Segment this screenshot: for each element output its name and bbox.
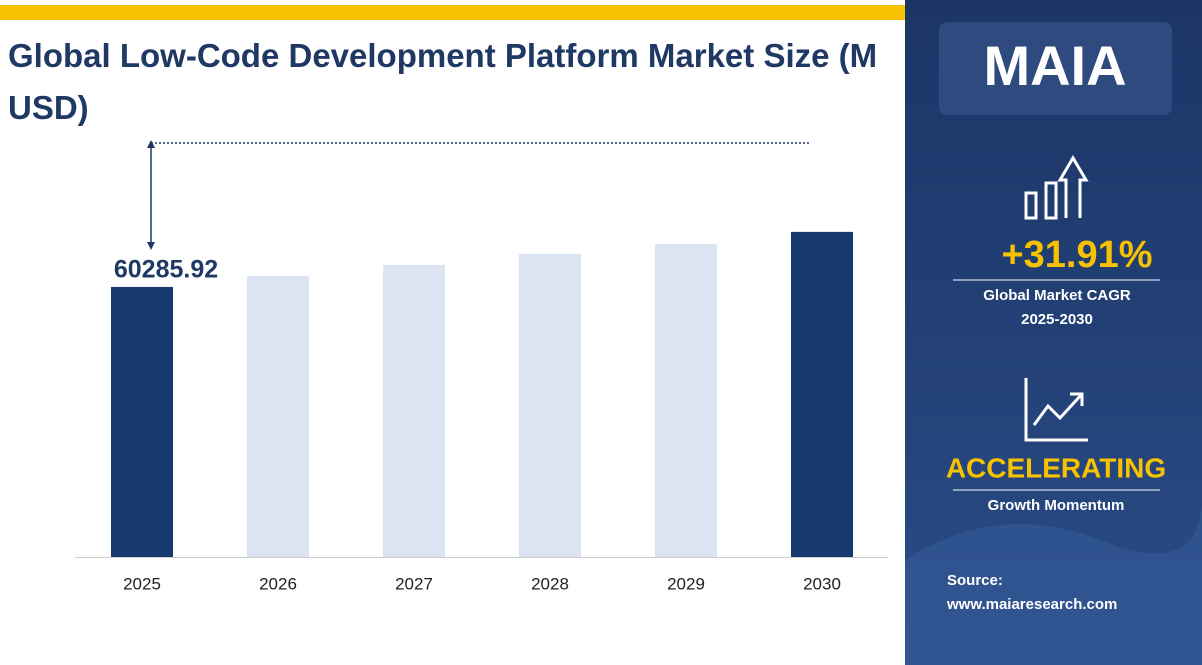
x-tick-label: 2030 — [803, 574, 841, 593]
wave — [905, 500, 1202, 665]
cagr-label: Global Market CAGR — [983, 287, 1131, 304]
period: 2025-2030 — [1021, 311, 1093, 328]
trend-label: Growth Momentum — [988, 497, 1125, 514]
data-label: 60285.92 — [114, 256, 218, 284]
bar — [655, 243, 717, 557]
source-url: www.maiaresearch.com — [946, 596, 1117, 613]
bar — [383, 264, 445, 557]
x-tick-label: 2027 — [395, 574, 433, 593]
trend: ACCELERATING — [946, 452, 1166, 483]
trend-icon — [1024, 378, 1088, 442]
top-bar — [0, 5, 905, 20]
bar — [247, 275, 309, 557]
cagr-value: +31.91% — [1001, 234, 1152, 276]
x-tick-label: 2028 — [531, 574, 569, 593]
growth-icon — [1024, 155, 1089, 220]
logo-box — [939, 22, 1172, 115]
bar — [111, 286, 173, 557]
logo: MAIA — [983, 34, 1126, 97]
x-tick-label: 2025 — [123, 574, 161, 593]
x-tick-label: 2029 — [667, 574, 705, 593]
source-label: Source: — [947, 572, 1003, 589]
bar — [519, 253, 581, 558]
bar — [791, 231, 853, 557]
x-tick-label: 2026 — [259, 574, 297, 593]
chart-title: Global Low-Code Development Platform Mar… — [8, 37, 878, 126]
